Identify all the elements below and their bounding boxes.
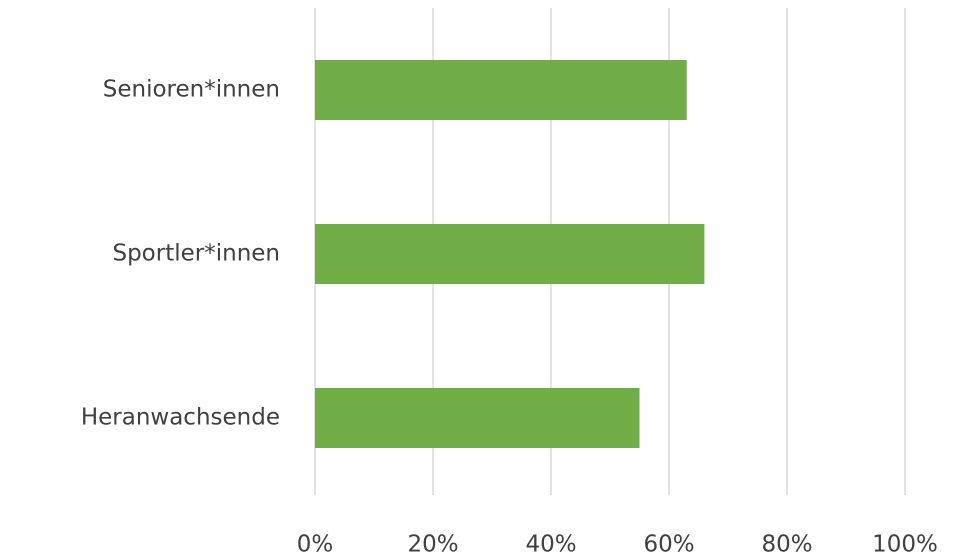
x-tick-label: 80%	[761, 532, 812, 558]
x-tick-label: 0%	[297, 532, 334, 558]
x-tick-label: 40%	[525, 532, 576, 558]
x-tick-label: 100%	[872, 532, 938, 558]
bar	[315, 224, 705, 284]
x-tick-label: 60%	[643, 532, 694, 558]
x-tick-label: 20%	[407, 532, 458, 558]
y-tick-label: Sportler*innen	[112, 241, 280, 267]
bar	[315, 60, 687, 120]
bar	[315, 388, 640, 448]
y-tick-label: Senioren*innen	[103, 77, 280, 103]
y-tick-label: Heranwachsende	[81, 405, 280, 431]
